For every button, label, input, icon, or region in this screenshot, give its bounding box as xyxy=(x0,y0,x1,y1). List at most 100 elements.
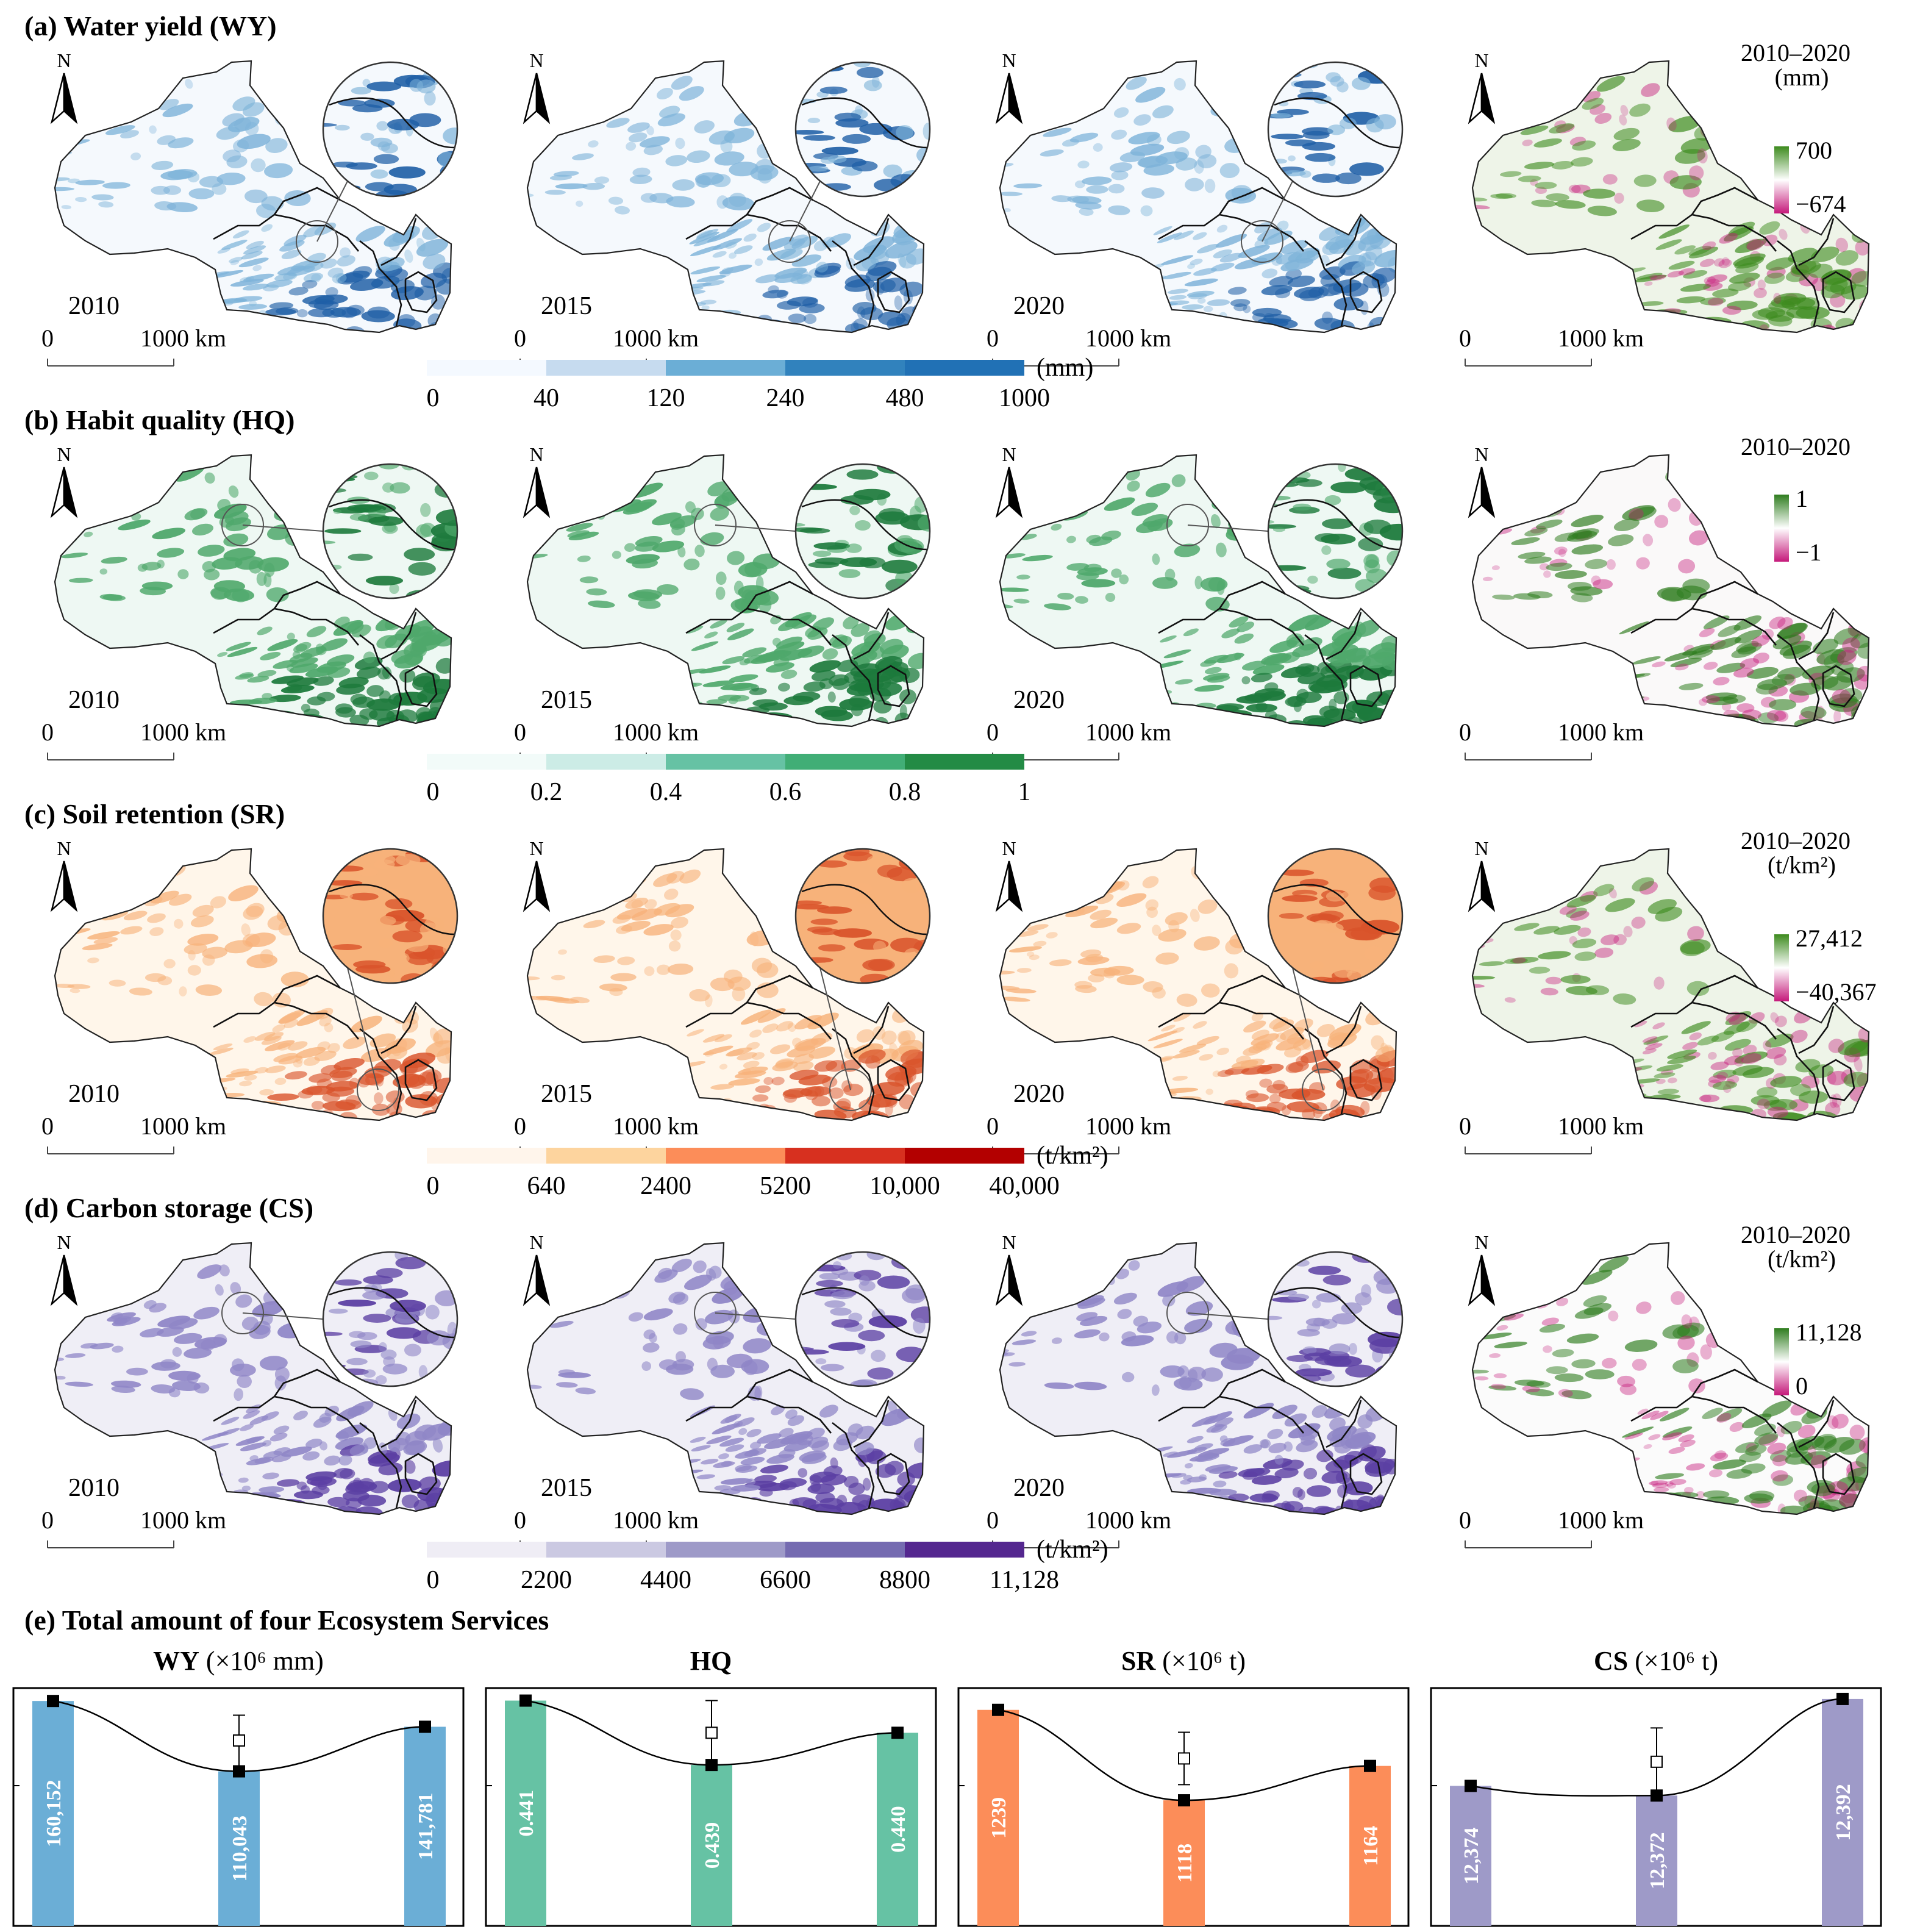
region-patch xyxy=(1479,1333,1512,1340)
zoom-patch xyxy=(833,1261,841,1269)
region-patch xyxy=(624,543,636,552)
region-patch xyxy=(99,568,108,575)
region-patch xyxy=(1688,245,1711,256)
zoom-patch xyxy=(389,583,399,594)
region-patch xyxy=(1330,1099,1340,1112)
region-patch xyxy=(337,255,355,267)
province-boundary xyxy=(1798,1006,1835,1054)
region-patch xyxy=(552,1306,565,1312)
region-patch xyxy=(1551,160,1574,170)
region-patch xyxy=(1764,273,1785,284)
region-patch xyxy=(404,249,413,263)
region-patch xyxy=(1174,1331,1187,1345)
region-patch xyxy=(1774,710,1789,722)
region-patch xyxy=(1027,924,1049,931)
region-patch xyxy=(1472,976,1496,980)
region-patch xyxy=(839,698,874,711)
region-patch xyxy=(349,1444,369,1456)
region-patch xyxy=(1670,657,1702,668)
region-patch xyxy=(1187,290,1215,298)
zoom-patch xyxy=(902,65,930,81)
region-patch xyxy=(1299,289,1322,301)
zoom-patch xyxy=(330,865,364,872)
region-patch xyxy=(1686,1463,1705,1471)
region-patch xyxy=(325,287,338,297)
chart-title-unit: (×10⁶ mm) xyxy=(199,1646,324,1676)
region-patch xyxy=(750,165,779,181)
zoom-patch xyxy=(1355,579,1376,593)
region-patch xyxy=(787,1433,810,1445)
region-patch xyxy=(1377,1067,1396,1084)
region-patch xyxy=(844,323,868,332)
region-patch xyxy=(712,1423,741,1435)
region-patch xyxy=(1512,957,1526,964)
region-patch xyxy=(719,319,751,326)
region-patch xyxy=(1197,298,1206,304)
region-patch xyxy=(725,1444,744,1452)
region-patch xyxy=(1585,985,1610,995)
region-patch xyxy=(855,1442,874,1456)
region-patch xyxy=(677,546,686,558)
bar xyxy=(1450,1786,1491,1926)
region-patch xyxy=(246,1404,262,1414)
scale-label: 1000 km xyxy=(1085,324,1171,352)
region-patch xyxy=(245,932,276,948)
region-patch xyxy=(1533,926,1560,935)
region-patch xyxy=(1797,1425,1816,1438)
region-patch xyxy=(261,1036,282,1045)
colorbar-unit: (t/km²) xyxy=(1037,1142,1108,1170)
region-patch xyxy=(1716,1072,1729,1081)
region-patch xyxy=(1288,1061,1309,1073)
region-patch xyxy=(1772,1474,1794,1486)
region-outline xyxy=(54,848,452,1122)
region-patch xyxy=(762,914,774,930)
province-boundary xyxy=(685,1395,832,1434)
region-patch xyxy=(162,103,193,118)
region-patch xyxy=(1816,649,1847,665)
region-patch xyxy=(1511,537,1540,546)
region-patch xyxy=(649,1333,657,1343)
region-patch xyxy=(1128,1260,1140,1271)
zoom-inset xyxy=(1166,463,1404,599)
region-patch xyxy=(1483,908,1513,917)
region-patch xyxy=(798,1468,808,1478)
colorbar-tick: 0.6 xyxy=(769,778,802,806)
region-patch xyxy=(907,1462,924,1479)
region-patch xyxy=(1643,534,1654,546)
region-patch xyxy=(273,1425,290,1434)
region-patch xyxy=(235,1115,245,1120)
zoom-patch xyxy=(1373,1269,1397,1285)
zoom-boundary xyxy=(329,499,455,551)
region-patch xyxy=(149,927,164,936)
region-patch xyxy=(340,247,351,258)
region-patch xyxy=(1629,103,1651,117)
region-patch xyxy=(1649,1480,1668,1486)
region-patch xyxy=(1656,1064,1683,1072)
region-patch xyxy=(749,1029,762,1038)
zoom-source-circle xyxy=(829,1068,872,1111)
province-boundary xyxy=(1822,1453,1855,1495)
zoom-leader xyxy=(242,1312,324,1320)
region-patch xyxy=(672,179,695,191)
region-patch xyxy=(1734,1057,1744,1067)
year-label: 2020 xyxy=(1013,1080,1065,1108)
region-patch xyxy=(1665,1481,1674,1487)
zoom-leader xyxy=(1262,181,1293,242)
region-patch xyxy=(1546,193,1569,202)
north-arrow-icon: N xyxy=(995,49,1023,124)
region-patch xyxy=(261,224,273,232)
region-patch xyxy=(628,132,648,143)
region-patch xyxy=(771,1076,785,1086)
region-patch xyxy=(1504,1313,1524,1321)
region-patch xyxy=(55,914,71,920)
region-patch xyxy=(608,196,624,205)
region-patch xyxy=(1741,1463,1766,1474)
region-patch xyxy=(1651,1101,1671,1106)
zoom-patch xyxy=(858,1280,876,1292)
region-patch xyxy=(1555,200,1586,209)
region-patch xyxy=(1630,302,1642,306)
region-patch xyxy=(638,599,661,609)
region-patch xyxy=(1293,1039,1312,1051)
region-patch xyxy=(213,1043,233,1051)
